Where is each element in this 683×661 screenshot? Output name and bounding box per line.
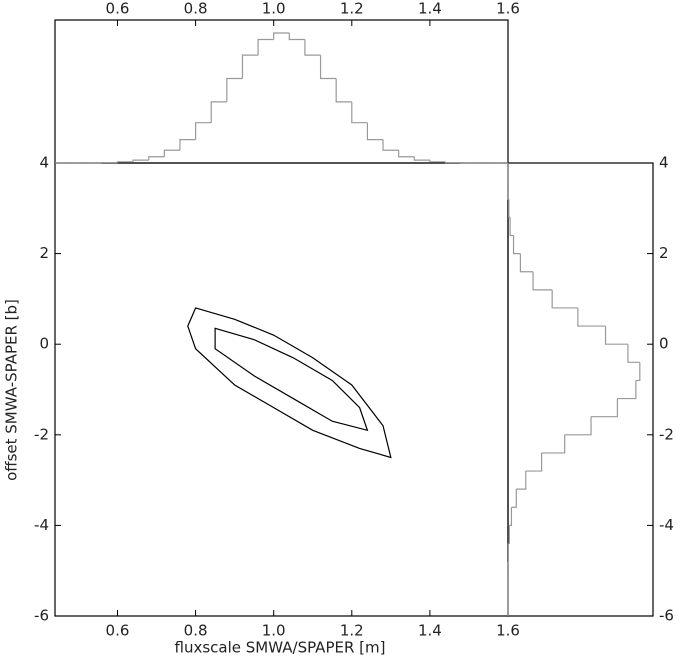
- y-tick-label: 4: [659, 154, 669, 172]
- histogram-step: [509, 217, 514, 237]
- histogram-step: [335, 78, 352, 103]
- histogram-step: [257, 38, 274, 56]
- x-tick-label: 1.2: [340, 622, 364, 640]
- histogram-step: [179, 139, 196, 151]
- histogram-step: [577, 307, 606, 327]
- y-tick-label: 4: [39, 154, 49, 172]
- histogram-step: [627, 344, 640, 363]
- histogram-step: [525, 452, 543, 472]
- histogram-step: [617, 380, 637, 400]
- x-tick-label: 1.4: [418, 0, 442, 18]
- x-tick-label: 1.6: [496, 0, 520, 18]
- y-tick-label: 2: [39, 244, 49, 262]
- y-tick-label: 0: [39, 335, 49, 353]
- x-tick-label: 1.6: [496, 622, 520, 640]
- x-tick-label: 0.6: [106, 622, 130, 640]
- histogram-step: [512, 235, 521, 255]
- x-tick-label: 0.6: [106, 0, 130, 18]
- histogram-step: [635, 362, 641, 382]
- x-tick-label: 1.4: [418, 622, 442, 640]
- histogram-step: [366, 122, 384, 141]
- histogram-step: [319, 55, 337, 80]
- histogram-step: [507, 181, 509, 200]
- top-axes: [54, 19, 509, 164]
- x-tick-label: 1.0: [262, 0, 286, 18]
- histogram-step: [516, 471, 527, 490]
- histogram-step: [288, 33, 305, 41]
- histogram-step: [413, 156, 430, 161]
- main-axes: [54, 162, 509, 617]
- y-tick-label: -6: [659, 607, 674, 625]
- histogram-step: [604, 326, 628, 345]
- histogram-step: [304, 39, 321, 56]
- histogram-step: [382, 139, 399, 151]
- x-axis-label: fluxscale SMWA/SPAPER [m]: [175, 639, 386, 657]
- y-tick-label: 0: [659, 335, 669, 353]
- contour-line: [187, 307, 392, 459]
- histogram-step: [398, 150, 415, 158]
- x-tick-label: 1.0: [262, 622, 286, 640]
- histogram-step: [551, 289, 578, 309]
- y-tick-label: -4: [659, 516, 674, 534]
- histogram-step: [148, 156, 165, 161]
- y-tick-label: -2: [34, 425, 49, 443]
- x-tick-label: 0.8: [184, 0, 208, 18]
- y-tick-label: -2: [659, 425, 674, 443]
- histogram-step: [429, 160, 446, 163]
- y-tick-label: -6: [34, 607, 49, 625]
- histogram-step: [444, 161, 462, 164]
- right-axes: [507, 162, 654, 617]
- y-axis-label: offset SMWA-SPAPER [b]: [3, 299, 21, 481]
- histogram-step: [508, 199, 511, 218]
- histogram-step: [273, 32, 290, 40]
- histogram-step: [508, 525, 510, 545]
- histogram-step: [532, 271, 553, 291]
- histogram-step: [210, 101, 227, 123]
- histogram-step: [541, 434, 566, 454]
- histogram-step: [241, 54, 259, 79]
- y-tick-label: -4: [34, 516, 49, 534]
- x-tick-label: 0.8: [184, 622, 208, 640]
- histogram-step: [132, 159, 149, 162]
- histogram-step: [116, 161, 134, 163]
- histogram-step: [564, 416, 592, 436]
- histogram-step: [519, 253, 534, 273]
- histogram-step: [163, 149, 180, 157]
- histogram-step: [509, 507, 513, 526]
- histogram-step: [591, 398, 619, 418]
- y-tick-label: 2: [659, 244, 669, 262]
- histogram-step: [194, 122, 212, 140]
- histogram-step: [351, 101, 368, 124]
- histogram-step: [226, 77, 243, 102]
- x-tick-label: 1.2: [340, 0, 364, 18]
- histogram-step: [511, 489, 517, 508]
- contour-line: [214, 327, 369, 432]
